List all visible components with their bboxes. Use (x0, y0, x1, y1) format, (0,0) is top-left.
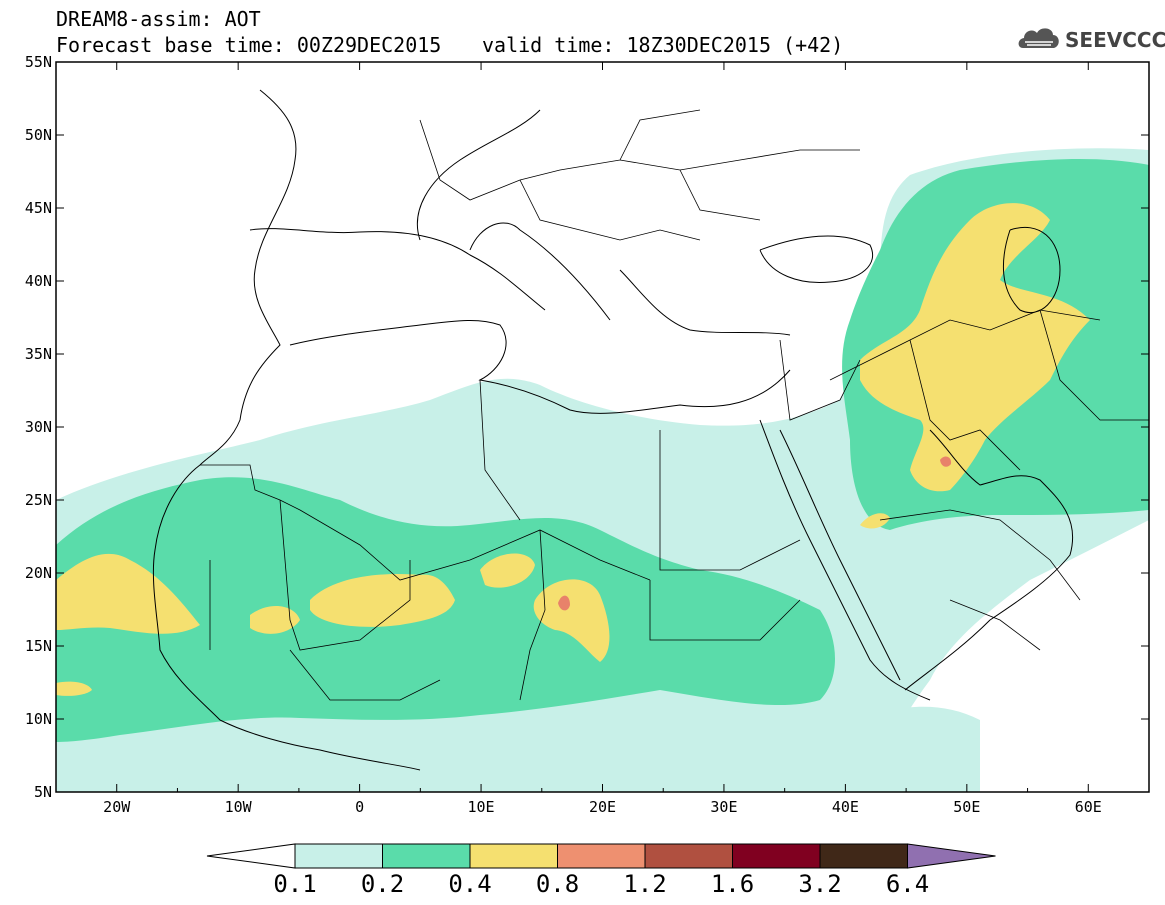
lon-tick-label: 30E (710, 798, 737, 816)
lon-tick-label: 50E (953, 798, 980, 816)
cloud-icon (1018, 28, 1059, 48)
lon-tick-label: 10E (468, 798, 495, 816)
colorbar-box (732, 843, 821, 869)
country-borders (200, 109, 1149, 701)
colorbar-box (819, 843, 908, 869)
coastline-europe (249, 109, 791, 336)
colorbar-box (557, 843, 646, 869)
border-lines-middle-east (829, 309, 1149, 651)
lon-tick-label: 20E (589, 798, 616, 816)
aot-band-high-east (860, 203, 1090, 492)
aot-band-high-1 (56, 553, 200, 634)
coastlines (152, 89, 1074, 771)
aot-band-high-3 (310, 574, 455, 627)
colorbar-label: 6.4 (886, 870, 929, 898)
lat-tick-label: 5N (34, 783, 52, 801)
colorbar-label: 0.4 (448, 870, 491, 898)
lat-tick-label: 55N (25, 53, 52, 71)
colorbar-high-extend (907, 843, 996, 869)
colorbar-label: 1.6 (711, 870, 754, 898)
lat-tick-label: 30N (25, 418, 52, 436)
lon-tick-label: 0 (355, 798, 364, 816)
map-title: DREAM8-assim: AOT (56, 7, 261, 31)
colorbar-low-extend (206, 843, 296, 869)
aot-band-high-7 (56, 681, 92, 696)
colorbar-box (382, 843, 471, 869)
colorbar-box (294, 843, 383, 869)
border-lines-africa (200, 339, 861, 701)
lat-tick-label: 50N (25, 126, 52, 144)
lon-tick-label: 60E (1075, 798, 1102, 816)
aot-band-peak-2 (940, 456, 952, 467)
valid-time: valid time: 18Z30DEC2015 (+42) (482, 33, 844, 57)
base-time: Forecast base time: 00Z29DEC2015 (56, 33, 442, 57)
forecast-times: Forecast base time: 00Z29DEC2015 valid ti… (56, 33, 843, 57)
colorbar: 0.1 0.2 0.4 0.8 1.2 1.6 3.2 6.4 (206, 843, 996, 898)
coastline-caspian (1002, 226, 1061, 313)
lon-axis: 20W 10W 0 10E 20E 30E 40E 50E 60E (55, 62, 1150, 816)
lat-tick-label: 20N (25, 564, 52, 582)
lon-tick-label: 20W (103, 798, 131, 816)
lat-axis: 55N 50N 45N 40N 35N 30N 25N 20N 15N 10N 5N (25, 53, 1149, 801)
aot-band-high-4 (480, 553, 535, 588)
aot-band-peak-1 (558, 595, 570, 611)
lat-tick-label: 35N (25, 345, 52, 363)
colorbar-label: 0.8 (536, 870, 579, 898)
lat-tick-label: 25N (25, 491, 52, 509)
lat-tick-label: 45N (25, 199, 52, 217)
aot-band-high-5 (533, 579, 610, 662)
lon-tick-label: 40E (832, 798, 859, 816)
lon-tick-label: 10W (225, 798, 253, 816)
colorbar-label: 0.2 (361, 870, 404, 898)
coastline-west-africa (152, 89, 421, 771)
border-lines-europe (419, 109, 860, 241)
lat-tick-label: 15N (25, 637, 52, 655)
logo-text: SEEVCCC (1065, 28, 1165, 52)
colorbar-label: 3.2 (798, 870, 841, 898)
coastline-arabia (904, 429, 1074, 691)
aot-band-high-2 (250, 605, 300, 634)
colorbar-box (469, 843, 558, 869)
colorbar-box (644, 843, 733, 869)
lat-tick-label: 40N (25, 272, 52, 290)
colorbar-label: 0.1 (273, 870, 316, 898)
coastline-black-sea (759, 235, 873, 284)
coastline-red-sea (759, 419, 931, 701)
seevccc-logo: SEEVCCC (1015, 22, 1165, 58)
lat-tick-label: 10N (25, 710, 52, 728)
aot-band-light-south (56, 706, 980, 792)
colorbar-label: 1.2 (623, 870, 666, 898)
aot-band-high-6 (860, 513, 890, 529)
